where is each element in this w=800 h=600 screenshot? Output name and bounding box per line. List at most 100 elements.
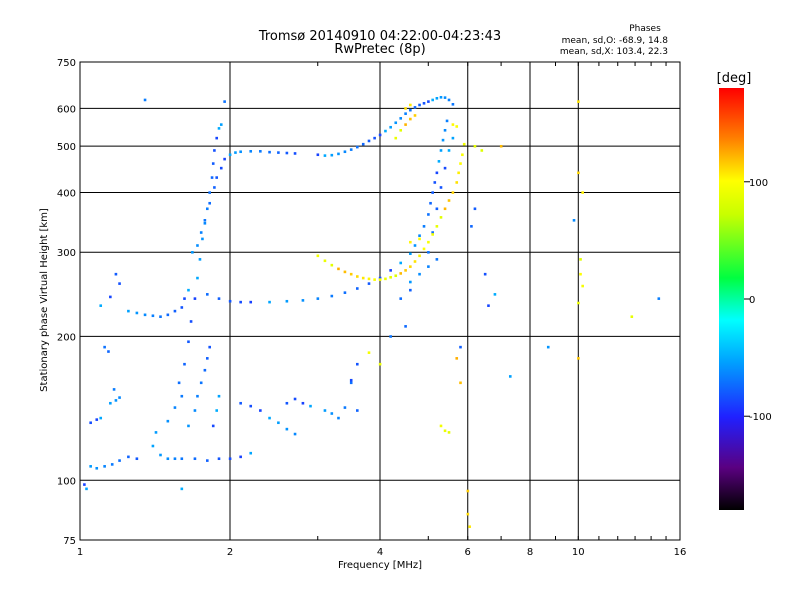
x-mode-point: [462, 142, 466, 146]
colorbar-label: [deg]: [717, 71, 752, 86]
y-tick-label: 400: [57, 188, 76, 199]
o-mode-point: [293, 432, 297, 436]
o-mode-point: [429, 201, 432, 205]
colorbar-tick-label: 100: [749, 178, 768, 189]
o-mode-point: [196, 394, 199, 398]
o-mode-point: [355, 145, 359, 149]
o-mode-point: [217, 127, 221, 130]
o-mode-point: [443, 96, 447, 99]
x-mode-point: [466, 489, 470, 493]
x-mode-point: [399, 128, 403, 132]
x-tick-label: 1: [77, 547, 83, 558]
x-tick-label: 8: [527, 547, 533, 558]
o-mode-point: [154, 431, 158, 434]
o-mode-point: [355, 409, 359, 412]
x-mode-point: [480, 149, 484, 152]
o-mode-point: [143, 313, 147, 317]
o-mode-point: [173, 309, 177, 313]
o-mode-point: [249, 451, 253, 455]
o-mode-point: [394, 121, 398, 125]
o-mode-point: [189, 320, 193, 323]
x-mode-point: [404, 107, 407, 110]
x-mode-point: [404, 123, 407, 126]
phases-heading: Phases: [629, 24, 661, 34]
o-mode-point: [349, 148, 353, 151]
x-mode-point: [394, 136, 398, 140]
o-mode-point: [451, 136, 455, 140]
o-mode-point: [293, 152, 297, 155]
o-mode-point: [343, 406, 347, 409]
o-mode-point: [183, 297, 186, 300]
chart-title: Tromsø 20140910 04:22:00-04:23:43: [258, 29, 501, 44]
x-mode-point: [577, 357, 580, 360]
o-mode-point: [234, 151, 237, 154]
o-mode-point: [437, 160, 441, 163]
o-mode-point: [83, 483, 86, 486]
x-mode-point: [418, 237, 421, 241]
o-mode-point: [187, 424, 190, 428]
o-mode-point: [180, 457, 184, 461]
o-mode-point: [431, 191, 434, 194]
x-tick-label: 4: [377, 547, 383, 558]
x-mode-point: [389, 275, 392, 279]
o-mode-point: [404, 112, 407, 115]
o-mode-point: [378, 133, 382, 137]
o-mode-point: [193, 409, 197, 412]
x-mode-point: [577, 100, 580, 103]
o-mode-point: [427, 100, 430, 103]
o-mode-point: [422, 101, 426, 105]
o-mode-point: [427, 213, 430, 216]
phases-o-mode-stats: mean, sd,O: -68.9, 14.8: [562, 36, 669, 46]
o-mode-point: [159, 453, 162, 457]
o-mode-point: [422, 225, 426, 228]
x-mode-point: [499, 144, 503, 148]
x-mode-point: [579, 272, 582, 276]
o-mode-point: [199, 381, 203, 385]
o-mode-point: [431, 231, 434, 234]
y-tick-label: 200: [57, 332, 76, 343]
o-mode-point: [103, 345, 106, 349]
o-mode-point: [470, 225, 473, 228]
o-mode-point: [293, 397, 297, 401]
o-mode-point: [409, 252, 412, 256]
o-mode-point: [205, 357, 209, 360]
o-mode-point: [127, 455, 130, 459]
o-mode-point: [228, 153, 232, 157]
o-mode-point: [389, 125, 392, 129]
o-mode-point: [205, 207, 209, 211]
x-mode-point: [373, 278, 376, 281]
x-mode-point: [323, 259, 327, 263]
o-mode-point: [180, 394, 184, 398]
o-mode-point: [223, 157, 226, 161]
x-mode-point: [451, 123, 455, 126]
o-mode-point: [99, 416, 103, 420]
data-points: [83, 96, 661, 529]
o-mode-point: [399, 297, 403, 300]
x-tick-label: 2: [227, 547, 233, 558]
o-mode-point: [418, 272, 421, 276]
o-mode-point: [89, 421, 92, 425]
o-mode-point: [373, 136, 376, 140]
y-axis-ticks: 75 100 200 300 400 500 600 750: [57, 58, 76, 547]
o-mode-point: [166, 457, 170, 461]
o-mode-point: [384, 129, 387, 133]
o-mode-point: [343, 150, 347, 154]
o-mode-point: [337, 416, 340, 420]
o-mode-point: [166, 313, 170, 317]
o-mode-point: [447, 98, 451, 102]
x-mode-point: [367, 277, 371, 281]
o-mode-point: [205, 459, 209, 462]
o-mode-point: [413, 244, 417, 247]
o-mode-point: [378, 276, 382, 280]
o-mode-point: [151, 314, 155, 318]
o-mode-point: [183, 362, 186, 366]
o-mode-point: [103, 465, 106, 468]
o-mode-point: [301, 401, 305, 405]
o-mode-point: [173, 406, 177, 409]
o-mode-point: [114, 399, 118, 402]
o-mode-point: [473, 207, 477, 211]
o-mode-point: [217, 457, 221, 461]
o-mode-point: [203, 368, 207, 372]
o-mode-point: [118, 459, 121, 462]
